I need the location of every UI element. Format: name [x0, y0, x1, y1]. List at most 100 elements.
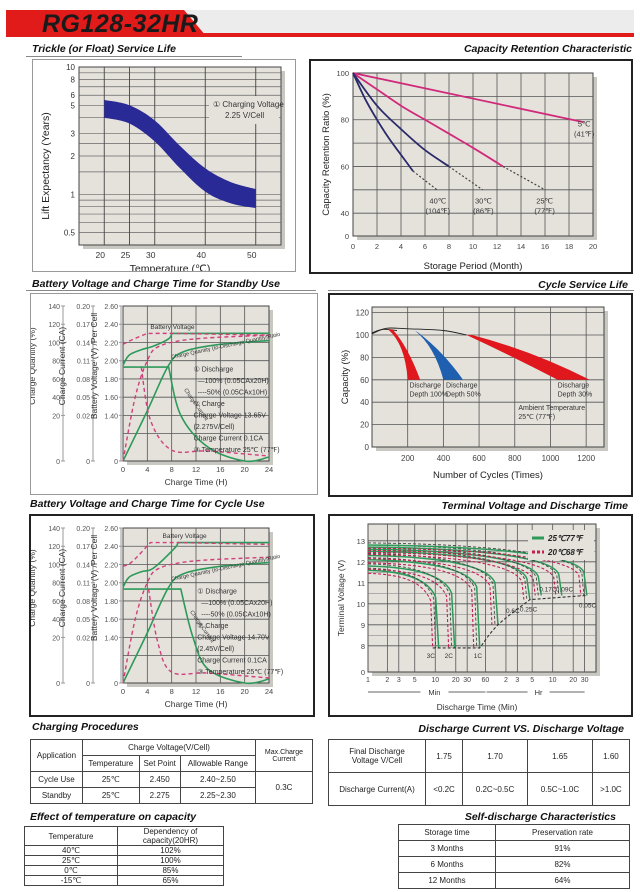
x-tick-label: 24 — [265, 687, 273, 696]
table-row: Standby 25℃ 2.275 2.25~2.30 — [30, 787, 313, 804]
axis-tick-label: 100 — [48, 562, 60, 569]
charge-current-curve — [123, 366, 270, 463]
note-line: ③ Temperature 25℃ (77℉) — [194, 446, 280, 454]
discharge-curve-ref-2C — [367, 563, 453, 648]
x-tick-label: 8 — [170, 687, 174, 696]
axis-tick-label: 1.80 — [104, 377, 118, 384]
cell: 0.5C~1.0C — [526, 772, 593, 806]
series-dash — [502, 165, 546, 191]
axis-tick-label: 0 — [56, 681, 60, 688]
discharge-curve-20c-3C — [367, 572, 434, 648]
rate-label: 1C — [474, 653, 483, 660]
annotation-line: Ambient Temperature — [518, 405, 585, 412]
cell: 0.2C~0.5C — [462, 772, 528, 806]
cell: 25℃ — [82, 787, 140, 804]
charge-quantity-50-curve — [122, 334, 270, 462]
axis-tick-label: 0 — [114, 459, 118, 466]
axis-tick-label: 2.00 — [104, 359, 118, 366]
cell: 6 Months — [398, 856, 496, 873]
divider — [26, 290, 316, 291]
x-tick-label: 16 — [216, 687, 224, 696]
axis-tick-label: 0.14 — [76, 562, 90, 569]
discharge-curve-25c-2C — [367, 565, 456, 648]
series-label: Depth 50% — [446, 392, 481, 399]
x-tick-label: 600 — [472, 454, 486, 463]
battery-voltage-50-curve — [122, 332, 270, 345]
y-tick-label: 60 — [341, 162, 349, 171]
discharge-curve-ref-0.17C — [367, 546, 539, 596]
y-tick-label: 20 — [360, 421, 369, 430]
axis-tick-label: 2.40 — [104, 544, 118, 551]
y-axis-label: Capacity Retention Ratio (%) — [321, 93, 332, 216]
x-tick-label: 4 — [145, 465, 149, 474]
header-preservation-rate: Preservation rate — [495, 824, 630, 841]
axis-tick-label: 80 — [52, 359, 60, 366]
series-label: 30℃ — [475, 196, 492, 205]
table-row: Cycle Use 25℃ 2.450 2.40~2.50 0.3C — [30, 771, 313, 804]
axis-tick-label: 0 — [114, 681, 118, 688]
series-label: 5℃ — [578, 119, 591, 128]
y-axis-label: Capacity (%) — [340, 350, 351, 404]
charge-quantity-50-curve — [122, 556, 270, 684]
series-label: Discharge — [446, 383, 478, 390]
y-tick-label: 10 — [66, 63, 75, 72]
y-tick-label: 11 — [357, 579, 365, 588]
charge-quantity-curve — [122, 339, 270, 462]
x-axis-label: Charge Time (H) — [165, 477, 228, 487]
series-label: 25℃ — [536, 196, 553, 205]
note-line: (2.275V/Cell) — [194, 424, 235, 431]
rate-label: 2C — [445, 653, 454, 660]
cell: 25℃ — [82, 771, 140, 788]
y-tick-label: 12 — [357, 558, 365, 567]
x-tick-label: 10 — [469, 242, 477, 251]
cell: 100% — [117, 855, 224, 866]
x-tick-label: 20 — [240, 465, 248, 474]
annotation-bg — [209, 96, 279, 124]
x-tick-label: 60 — [482, 677, 490, 684]
table-row: Discharge Current(A) <0.2C 0.2C~0.5C 0.5… — [328, 772, 631, 806]
x-tick-label: 8 — [447, 242, 451, 251]
title-banner: RG128-32HR — [6, 10, 634, 38]
axis-tick-label: 0.02 — [76, 413, 90, 420]
table-row: Final Discharge Voltage V/Cell 1.75 1.70… — [328, 739, 631, 773]
discharge-curve-20c-0.17C — [367, 551, 536, 596]
axis-tick-label: 0 — [86, 459, 90, 466]
axis-label: Charge Quantity (%) — [31, 327, 37, 405]
cell: 2.450 — [138, 771, 181, 788]
unit-label-min: Min — [428, 688, 440, 697]
y-tick-label: 0 — [365, 443, 370, 452]
x-tick-label: 20 — [589, 242, 597, 251]
x-tick-label: 5 — [530, 677, 534, 684]
note-line: ① Discharge — [197, 588, 237, 596]
axis-tick-label: 0 — [56, 459, 60, 466]
header-max-current: Max.Charge Current — [255, 739, 313, 772]
section-title-cycle-life: Cycle Service Life — [538, 279, 628, 291]
cell: 1.70 — [462, 739, 528, 773]
discharge-curve-25c-0.17C — [367, 548, 543, 596]
header-application: Application — [30, 739, 83, 772]
axis-tick-label: 1.40 — [104, 413, 118, 420]
y-tick-label: 10 — [357, 600, 365, 609]
cell: Standby — [30, 787, 83, 804]
series-line-5℃ — [352, 72, 584, 123]
note-line: —100% (0.05CAx20H) — [198, 378, 269, 385]
axis-tick-label: 1.60 — [104, 617, 118, 624]
note-line: (2.45V/Cell) — [197, 646, 234, 653]
axis-tick-label: 0.02 — [76, 635, 90, 642]
series-label: Discharge — [558, 383, 590, 390]
cell: 1.75 — [424, 739, 464, 773]
x-tick-label: 10 — [549, 677, 557, 684]
cell: 2.40~2.50 — [179, 771, 257, 788]
section-title-standby: Battery Voltage and Charge Time for Stan… — [32, 278, 280, 290]
x-tick-label: 400 — [437, 454, 451, 463]
y-tick-label: 0 — [361, 668, 365, 677]
axis-tick-label: 20 — [52, 635, 60, 642]
discharge-curve-ref-1C — [367, 557, 478, 648]
note-line: Charge Current 0.1CA — [197, 658, 267, 665]
discharge-curve-20c-2C — [367, 568, 450, 648]
x-tick-label: 800 — [508, 454, 522, 463]
cell: 1.60 — [591, 739, 631, 773]
x-tick-label: 30 — [146, 250, 156, 260]
